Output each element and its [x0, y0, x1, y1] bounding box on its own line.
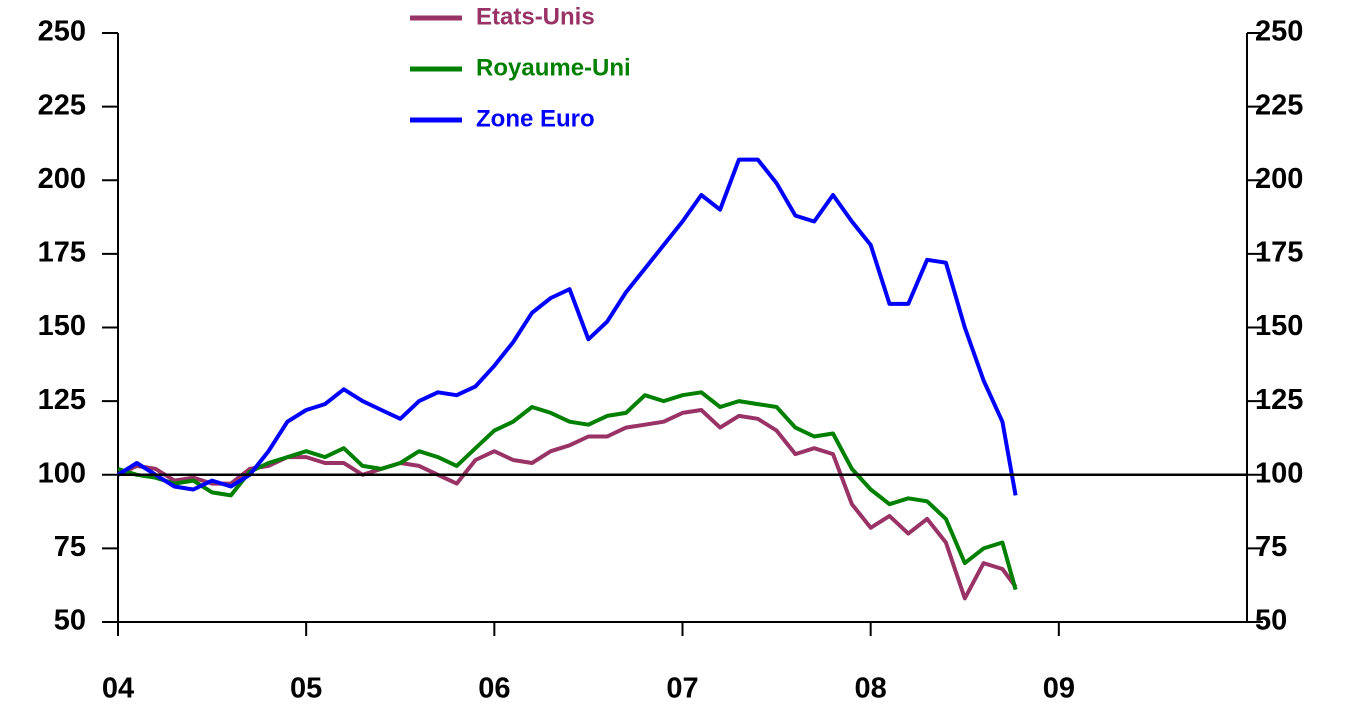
- y-tick-label: 225: [38, 89, 86, 121]
- y2-tick-label: 175: [1255, 237, 1303, 269]
- x-tick-label: 07: [666, 673, 698, 705]
- y2-tick-label: 50: [1255, 605, 1287, 637]
- y-tick-label: 200: [38, 163, 86, 195]
- x-tick-label: 09: [1043, 673, 1075, 705]
- series-line: [117, 408, 1018, 601]
- x-tick-label: 08: [855, 673, 887, 705]
- y-tick-label: 50: [54, 605, 86, 637]
- y-tick-label: 250: [38, 16, 86, 48]
- y-tick-label: 100: [38, 457, 86, 489]
- legend-label: Royaume-Uni: [476, 54, 631, 81]
- y2-tick-label: 125: [1255, 384, 1303, 416]
- y-tick-label: 175: [38, 237, 86, 269]
- legend-label: Etats-Unis: [476, 3, 595, 30]
- y2-tick-label: 225: [1255, 89, 1303, 121]
- y2-tick-label: 250: [1255, 16, 1303, 48]
- legend-label: Zone Euro: [476, 105, 595, 132]
- y2-tick-label: 150: [1255, 310, 1303, 342]
- x-tick-label: 04: [102, 673, 134, 705]
- series-line: [116, 157, 1018, 496]
- y2-tick-label: 200: [1255, 163, 1303, 195]
- y-tick-label: 75: [54, 531, 86, 563]
- x-tick-label: 05: [290, 673, 322, 705]
- y-tick-label: 150: [38, 310, 86, 342]
- series-line: [117, 390, 1018, 591]
- y2-tick-label: 75: [1255, 531, 1287, 563]
- y2-tick-label: 100: [1255, 457, 1303, 489]
- x-tick-label: 06: [478, 673, 510, 705]
- y-tick-label: 125: [38, 384, 86, 416]
